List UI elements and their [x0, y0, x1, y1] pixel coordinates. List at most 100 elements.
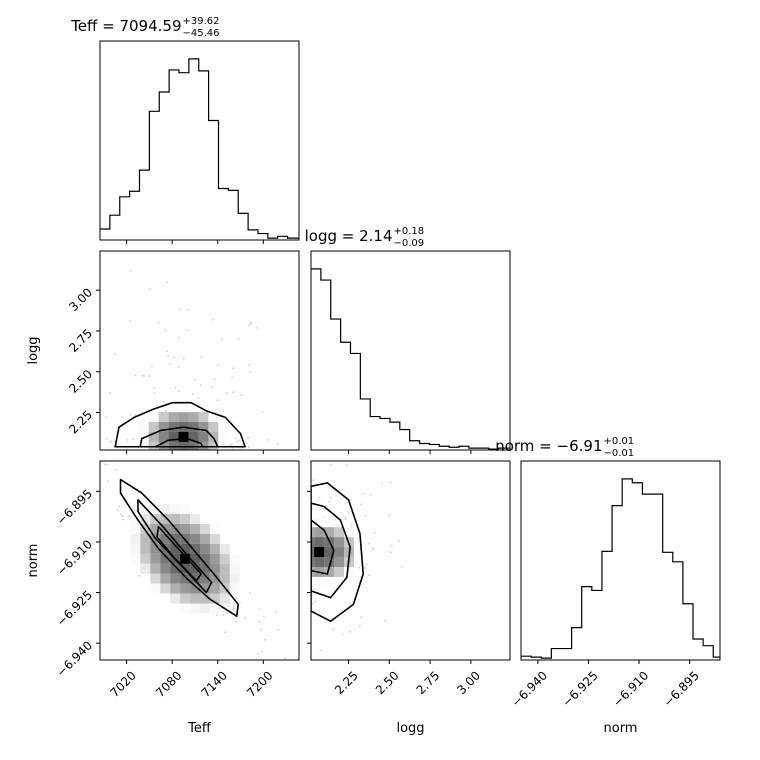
density-cell [324, 547, 335, 558]
density-peak-cell [314, 547, 325, 558]
density-cell [188, 422, 199, 432]
sample-point [109, 440, 112, 443]
sample-point [266, 493, 268, 495]
contour-level-1 [311, 482, 364, 623]
density-cell [353, 547, 364, 558]
panel-title-Teff: Teff = 7094.59 +39.62−45.46 [70, 16, 219, 39]
y-tick-label-norm: −6.940 [54, 638, 95, 679]
sample-point [318, 496, 321, 499]
sample-point [360, 616, 363, 619]
density-cell [170, 593, 181, 604]
density-cell [190, 543, 200, 554]
x-tick-label-logg: 2.50 [373, 668, 402, 697]
sample-point [247, 445, 250, 448]
sample-point [138, 574, 141, 577]
sample-point [308, 676, 310, 678]
sample-point [182, 450, 184, 452]
sample-point [162, 400, 165, 403]
sample-point [247, 436, 250, 439]
sample-point [29, 395, 31, 397]
sample-point [278, 489, 280, 491]
sample-point [328, 500, 331, 503]
sample-point [347, 511, 350, 514]
sample-point [275, 645, 277, 647]
sample-point [301, 574, 303, 576]
density-cell [314, 557, 325, 567]
sample-point [289, 465, 291, 467]
density-cell [199, 573, 210, 584]
density-cell [150, 573, 161, 584]
sample-point [368, 574, 371, 577]
density-cell [334, 537, 345, 548]
contour-level-2 [137, 498, 213, 594]
density-cell [180, 523, 191, 534]
density-cell [219, 593, 230, 604]
y-tick-label-logg: 2.75 [66, 326, 95, 355]
density-cell [324, 566, 335, 577]
y-axis-label-norm: norm [26, 544, 41, 578]
density-cell [199, 603, 210, 614]
sample-point [368, 542, 371, 545]
sample-point [314, 600, 317, 603]
contour-level-2 [139, 426, 219, 448]
density-cell [180, 504, 191, 515]
density-cell [219, 543, 230, 554]
density-cell [218, 422, 229, 432]
density-peak-cell [180, 553, 191, 564]
sample-point [365, 580, 368, 583]
sample-point [166, 281, 169, 284]
sample-point [345, 464, 348, 467]
density-cell [190, 563, 200, 574]
sample-point [94, 437, 96, 439]
sample-point [157, 321, 160, 324]
density-cell [209, 523, 220, 534]
sample-point [167, 355, 170, 358]
sample-point [247, 363, 250, 366]
sample-point [364, 514, 367, 517]
density-cell [160, 504, 171, 515]
density-cell [148, 431, 159, 442]
density-cell [199, 583, 210, 594]
sample-point [258, 620, 261, 623]
density-cell [199, 563, 210, 574]
title-norm: norm = −6.91 [495, 437, 602, 455]
density-cell [130, 543, 141, 554]
density-cell [209, 603, 220, 614]
density-cell [180, 514, 191, 524]
sample-point [330, 463, 333, 466]
density-cell [311, 547, 315, 558]
density-cell [159, 452, 169, 462]
sample-point [285, 528, 287, 530]
sample-point [398, 540, 401, 543]
sample-point [236, 440, 239, 443]
density-cell [209, 573, 220, 584]
sample-point [264, 638, 267, 641]
density-cell [150, 563, 161, 574]
density-cell [353, 537, 364, 548]
title-minus-norm: −0.01 [604, 448, 635, 459]
sample-point [276, 596, 278, 598]
sample-point [95, 483, 97, 485]
histogram-norm [521, 478, 720, 659]
sample-point [360, 453, 362, 455]
sample-point [222, 613, 225, 616]
x-axis-label-logg: logg [396, 721, 424, 736]
density-cell [344, 566, 354, 577]
sample-point [210, 386, 213, 389]
density-cell [150, 504, 161, 515]
sample-point [166, 350, 169, 353]
sample-point [254, 556, 256, 558]
sample-point [390, 544, 393, 547]
sample-point [164, 329, 167, 332]
sample-point [150, 365, 153, 368]
y-tick-label-norm: −6.895 [54, 487, 95, 528]
sample-point [308, 457, 310, 459]
density-cell [274, 557, 284, 567]
sample-point [293, 537, 295, 539]
contour-level-3 [156, 525, 202, 582]
density-cell [190, 553, 200, 564]
density-cell [209, 543, 220, 554]
density-cell [168, 412, 179, 423]
sample-point [257, 632, 259, 634]
density-cell [190, 523, 200, 534]
